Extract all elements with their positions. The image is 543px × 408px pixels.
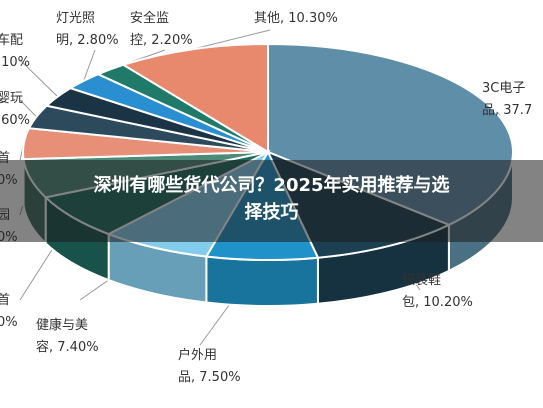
slice-label-9: 灯光照 明, 2.80% <box>56 11 119 48</box>
slice-label-7: 婴玩 .60% <box>0 91 31 128</box>
banner-title: 深圳有哪些货代公司？2025年实用推荐与选 择技巧 <box>0 172 543 226</box>
slice-label-10: 安全监 控, 2.20% <box>130 11 193 48</box>
title-banner <box>0 160 543 242</box>
slice-label-11: 其他, 10.30% <box>254 11 338 26</box>
slice-label-2: 户外用 品, 7.50% <box>178 348 241 385</box>
leader-line-7 <box>19 99 37 118</box>
leader-line-11 <box>191 29 271 50</box>
slice-label-0: 3C电子 品, 37.7 <box>482 81 533 118</box>
leader-line-8 <box>19 59 58 98</box>
pie-side-2 <box>205 255 319 307</box>
slice-label-1: 服装鞋 包, 10.20% <box>402 273 473 310</box>
leader-line-9 <box>83 49 96 82</box>
slice-label-8: 车配 .10% <box>0 33 31 70</box>
slice-label-3: 健康与美 容, 7.40% <box>36 318 99 355</box>
pie-slice-11 <box>120 42 269 154</box>
banner-title-line-1: 深圳有哪些货代公司？2025年实用推荐与选 <box>93 175 450 196</box>
banner-title-line-2: 择技巧 <box>244 202 299 223</box>
slice-label-4: 首 0% <box>0 293 18 330</box>
